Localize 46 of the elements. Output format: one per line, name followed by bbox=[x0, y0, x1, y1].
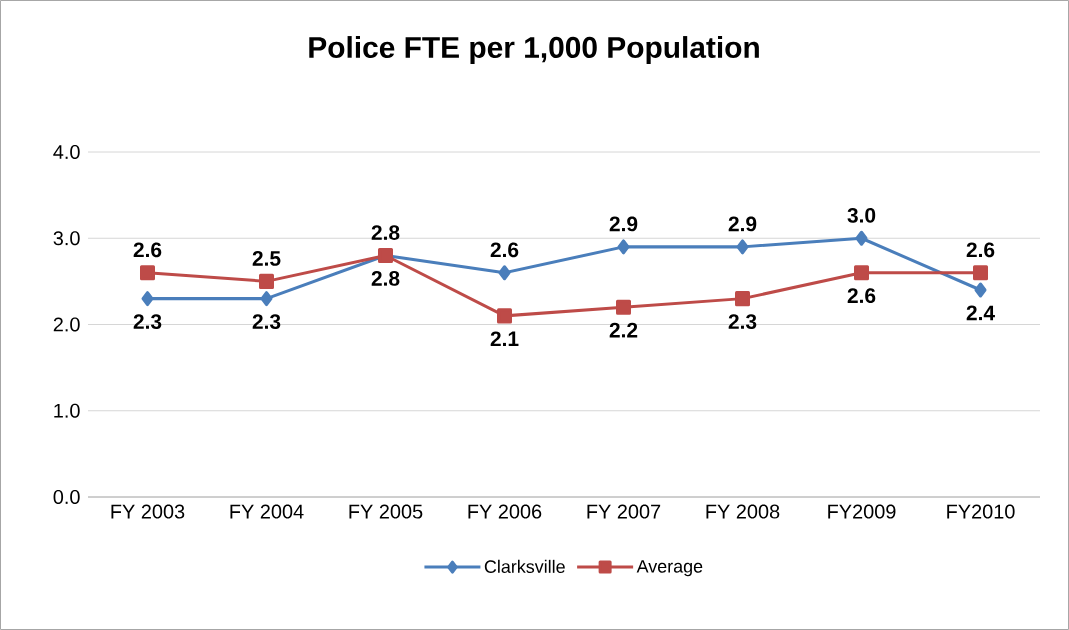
point bbox=[855, 230, 868, 246]
point bbox=[141, 291, 154, 307]
x-tick-label: FY 2008 bbox=[706, 504, 780, 519]
point bbox=[735, 291, 751, 307]
data-label: 2.5 bbox=[252, 251, 281, 266]
y-tick-label: 4.0 bbox=[53, 144, 80, 160]
point bbox=[974, 282, 987, 298]
legend-label: Average bbox=[636, 560, 703, 577]
point bbox=[736, 239, 749, 255]
x-tick-label: FY 2005 bbox=[349, 504, 423, 519]
y-tick-label: 0.0 bbox=[53, 489, 80, 505]
data-label: 2.6 bbox=[133, 242, 162, 258]
data-label: 2.8 bbox=[371, 225, 400, 240]
x-tick-label: FY 2004 bbox=[230, 504, 304, 519]
x-tick-label: FY 2003 bbox=[111, 504, 185, 519]
x-tick-label: FY 2006 bbox=[468, 504, 542, 519]
point bbox=[854, 265, 870, 281]
legend-label: Clarksville bbox=[484, 559, 565, 573]
data-label: 2.9 bbox=[609, 216, 638, 232]
x-tick-label: FY2010 bbox=[947, 504, 1015, 519]
point bbox=[259, 273, 274, 289]
y-tick-label: 1.0 bbox=[54, 403, 80, 418]
x-tick-label: FY2009 bbox=[828, 504, 896, 519]
y-tick-label: 2.0 bbox=[53, 317, 80, 332]
data-label: 2.3 bbox=[728, 314, 757, 329]
data-label: 2.6 bbox=[966, 242, 995, 258]
point bbox=[497, 308, 512, 324]
data-label: 2.6 bbox=[847, 288, 876, 304]
data-label: 2.2 bbox=[609, 322, 638, 338]
data-label: 2.3 bbox=[252, 314, 281, 329]
point bbox=[498, 265, 511, 281]
point bbox=[973, 265, 989, 281]
data-label: 2.3 bbox=[133, 314, 162, 329]
point bbox=[260, 291, 273, 307]
data-label: 2.6 bbox=[490, 242, 519, 258]
data-label: 2.9 bbox=[728, 216, 757, 232]
chart-title: Police FTE per 1,000 Population bbox=[309, 36, 759, 64]
data-label: 2.8 bbox=[371, 271, 400, 286]
data-label: 3.0 bbox=[847, 207, 876, 223]
point bbox=[140, 265, 155, 281]
data-label: 2.1 bbox=[490, 331, 519, 346]
y-tick-label: 3.0 bbox=[53, 231, 80, 246]
x-tick-label: FY 2007 bbox=[587, 504, 661, 519]
data-label: 2.4 bbox=[966, 305, 995, 321]
point bbox=[616, 299, 631, 315]
point bbox=[617, 239, 630, 255]
